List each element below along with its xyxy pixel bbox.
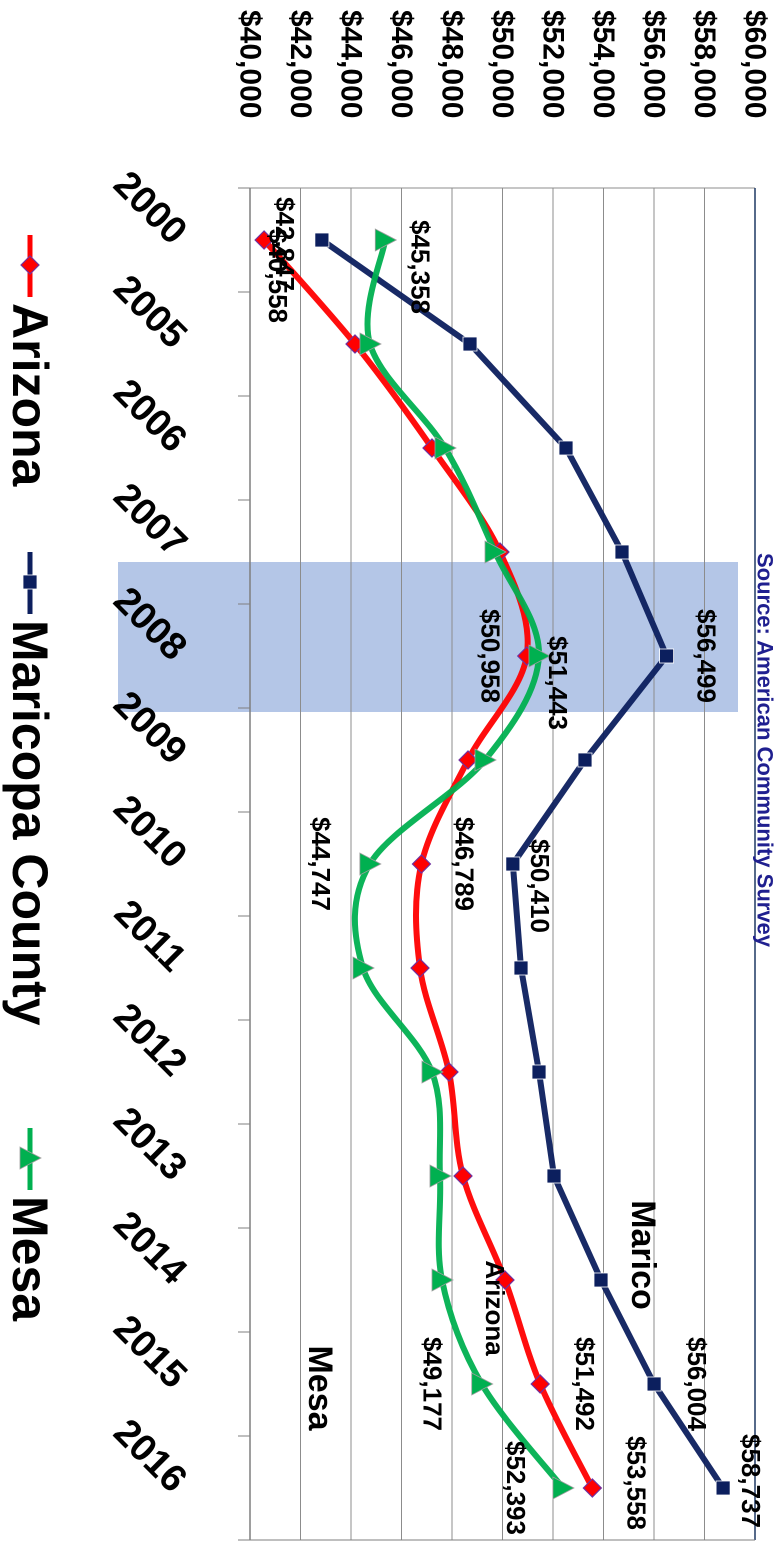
data-point [646, 1376, 662, 1392]
data-point [546, 1168, 562, 1184]
data-label: $51,492 [570, 1337, 600, 1431]
data-point [513, 960, 529, 976]
data-label: $58,737 [736, 1434, 766, 1528]
y-tick-label: $58,000 [688, 10, 721, 118]
data-point [715, 1480, 731, 1496]
data-point [453, 1166, 473, 1186]
data-label: $51,443 [543, 636, 573, 730]
data-point [374, 228, 398, 252]
annotation: Source: American Community Survey [753, 553, 778, 948]
data-point [439, 1062, 459, 1082]
x-tick-label: 2015 [105, 1307, 194, 1396]
data-point [552, 1476, 575, 1500]
y-tick-label: $50,000 [486, 10, 519, 118]
data-label: $56,499 [692, 609, 722, 703]
data-point [314, 232, 330, 248]
data-point [434, 436, 457, 460]
legend-item: Arizona [2, 235, 58, 488]
data-point [359, 332, 382, 356]
legend-marker [19, 1146, 42, 1170]
y-tick-label: $44,000 [335, 10, 368, 118]
data-label: $49,177 [418, 1337, 448, 1431]
data-point [359, 852, 382, 876]
x-tick-label: 2006 [105, 371, 194, 460]
data-point [582, 1478, 603, 1498]
data-label: $45,358 [405, 220, 435, 314]
x-tick-label: 2011 [106, 892, 194, 980]
y-tick-label: $60,000 [739, 10, 772, 118]
highlight-band [118, 562, 738, 712]
x-tick-label: 2007 [105, 475, 194, 564]
data-point [474, 748, 497, 772]
y-tick-label: $40,000 [234, 10, 267, 118]
data-point [411, 854, 432, 874]
annotation: Marico [624, 1200, 662, 1310]
x-tick-label: 2005 [105, 267, 194, 356]
data-point [429, 1164, 452, 1188]
data-label: $52,393 [501, 1441, 531, 1535]
y-tick-label: $42,000 [284, 10, 317, 118]
x-tick-label: 2000 [105, 163, 194, 252]
legend-marker [22, 574, 38, 590]
legend-item: Maricopa County [2, 552, 58, 1026]
legend-label: Arizona [2, 303, 58, 488]
legend-label: Maricopa County [2, 620, 58, 1026]
data-point [530, 1374, 551, 1394]
data-point [421, 1060, 444, 1084]
data-label: $53,558 [621, 1436, 651, 1530]
data-label: $50,958 [476, 609, 506, 703]
data-point [614, 544, 630, 560]
legend-label: Mesa [2, 1196, 58, 1322]
data-point [484, 540, 507, 564]
data-label: $44,747 [306, 817, 336, 911]
y-tick-label: $54,000 [587, 10, 620, 118]
data-label: $42,847 [270, 197, 300, 291]
data-point [531, 1064, 547, 1080]
data-point [577, 752, 593, 768]
data-point [471, 1372, 494, 1396]
data-point [659, 648, 674, 664]
annotation: Arizona [480, 1260, 510, 1356]
x-tick-label: 2010 [105, 787, 194, 876]
data-point [593, 1272, 609, 1288]
data-label: $46,789 [449, 817, 479, 911]
data-point [528, 644, 551, 668]
y-tick-label: $46,000 [385, 10, 418, 118]
data-point [410, 958, 430, 978]
x-tick-label: 2012 [105, 995, 194, 1084]
x-tick-label: 2013 [105, 1099, 194, 1188]
x-tick-label: 2016 [105, 1411, 194, 1500]
legend-marker [20, 255, 40, 275]
data-point [352, 956, 375, 980]
y-tick-label: $52,000 [537, 10, 570, 118]
data-point [505, 856, 521, 872]
annotation: Mesa [301, 1345, 339, 1431]
x-tick-label: 2014 [105, 1203, 194, 1292]
data-point [495, 1270, 515, 1290]
data-label: $56,004 [682, 1337, 712, 1432]
data-point [254, 230, 274, 250]
data-point [431, 1268, 454, 1292]
data-point [462, 336, 478, 352]
y-tick-label: $56,000 [638, 10, 671, 118]
data-label: $50,410 [525, 839, 555, 933]
y-tick-label: $48,000 [436, 10, 469, 118]
data-point [558, 440, 574, 456]
data-label: $40,558 [263, 229, 293, 323]
legend-item: Mesa [2, 1128, 58, 1322]
